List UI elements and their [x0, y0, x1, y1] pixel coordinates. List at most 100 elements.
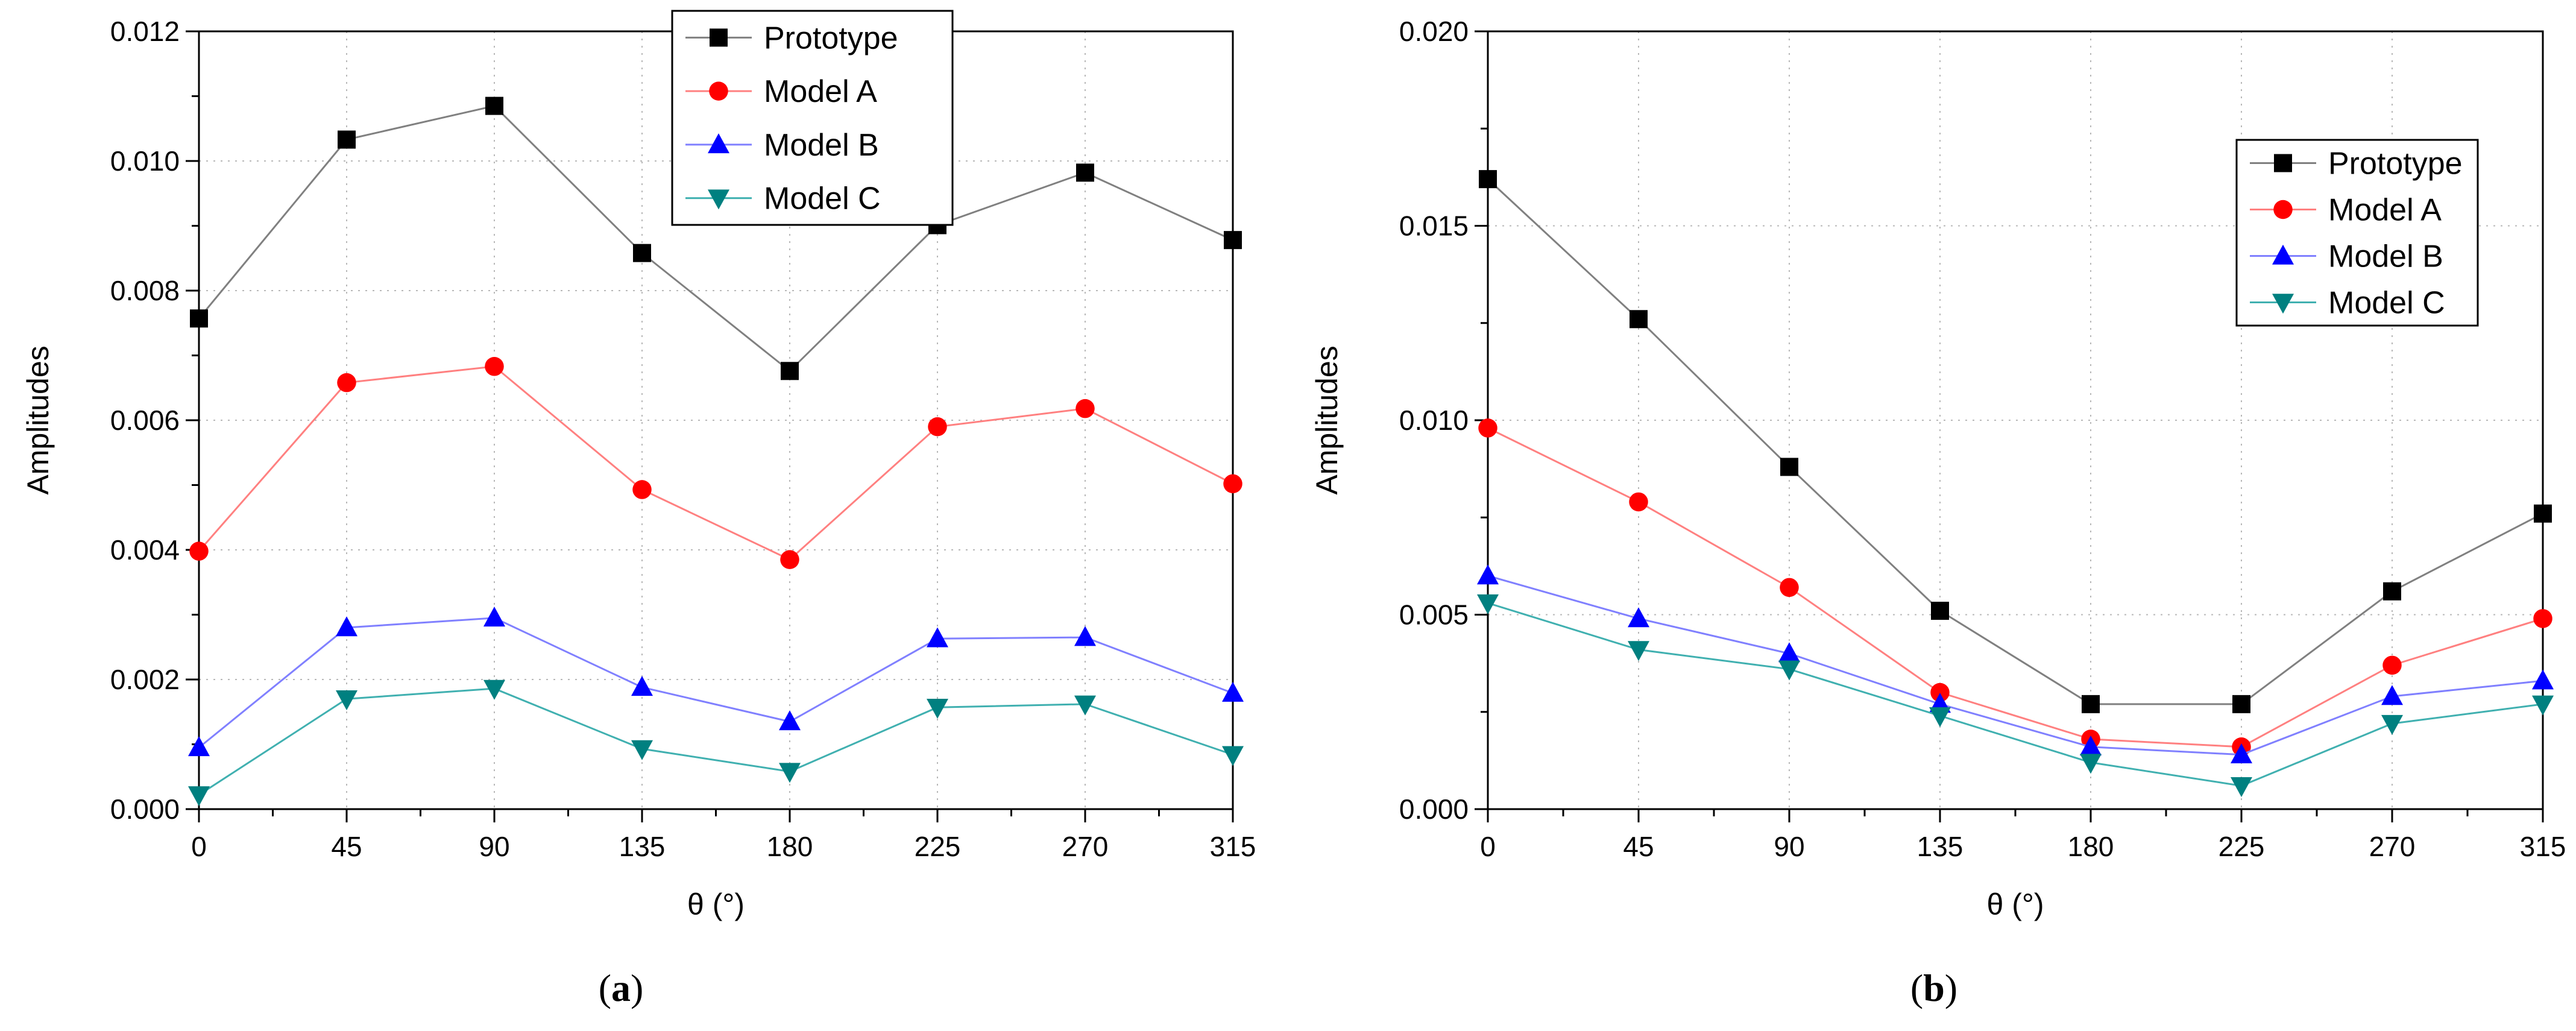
data-point: [780, 550, 799, 569]
legend-marker: [2272, 294, 2294, 314]
data-point: [1074, 626, 1096, 646]
series-line: [198, 104, 1233, 373]
data-point: [483, 607, 505, 627]
data-point: [633, 244, 651, 262]
series-model-b: [188, 607, 1244, 757]
data-point: [2232, 695, 2250, 713]
data-point: [338, 130, 356, 149]
data-point: [1076, 163, 1094, 182]
x-tick-label: 315: [1210, 831, 1256, 862]
y-tick-label: 0.020: [1399, 16, 1469, 47]
x-tick-label: 135: [1917, 831, 1963, 862]
data-point: [1478, 418, 1497, 438]
chart-panel-a: 0 45 90 135 180 225 270 315 0.000 0.002 0.004 0.006…: [21, 10, 1256, 1009]
series-prototype: [190, 96, 1242, 380]
data-point: [781, 362, 799, 380]
data-point: [2381, 714, 2403, 735]
data-point: [485, 96, 503, 115]
series-model-a: [1478, 418, 2552, 757]
data-point: [928, 417, 947, 437]
data-point: [189, 541, 209, 561]
data-point: [631, 676, 653, 696]
data-point: [1223, 474, 1242, 494]
legend: Prototype Model A Model B Model C: [671, 10, 954, 226]
x-tick-label: 45: [1623, 831, 1654, 862]
data-point: [1628, 607, 1649, 628]
data-point: [1477, 564, 1499, 585]
data-point: [1778, 642, 1800, 663]
data-point: [1477, 594, 1499, 614]
x-tick-label: 225: [2219, 831, 2265, 862]
legend-label: Model B: [764, 128, 879, 163]
x-tick-label: 315: [2520, 831, 2566, 862]
data-point: [1074, 695, 1096, 716]
x-tick-label: 90: [1774, 831, 1804, 862]
data-point: [1630, 310, 1648, 329]
data-point: [2080, 754, 2102, 774]
legend-label: Model B: [2328, 239, 2443, 274]
data-point: [1224, 231, 1242, 250]
x-tick-label: 90: [479, 831, 509, 862]
series-line: [1487, 178, 2543, 705]
x-tick-label: 0: [191, 831, 207, 862]
legend-marker: [708, 189, 729, 210]
y-axis-title: Amplitudes: [21, 345, 55, 494]
legend-marker: [2274, 154, 2292, 172]
x-axis-title: θ (°): [1987, 888, 2044, 921]
x-tick-label: 180: [767, 831, 813, 862]
panel-caption: (a): [599, 966, 644, 1009]
data-point: [1479, 170, 1497, 189]
data-point: [1629, 492, 1648, 512]
y-tick-label: 0.015: [1399, 210, 1469, 242]
legend-label: Model C: [764, 181, 881, 216]
series-prototype: [1479, 170, 2552, 713]
series-line: [1487, 602, 2543, 787]
series-line: [198, 687, 1233, 796]
data-point: [2383, 582, 2401, 601]
data-point: [336, 690, 357, 710]
series-line: [198, 617, 1233, 749]
data-point: [1628, 641, 1649, 661]
data-point: [2080, 736, 2102, 756]
data-point: [485, 357, 504, 376]
data-point: [1222, 681, 1244, 702]
data-point: [1780, 458, 1798, 476]
x-axis-title: θ (°): [687, 888, 745, 921]
data-point: [190, 309, 208, 328]
panel-caption: (b): [1910, 966, 1957, 1009]
data-point: [1780, 578, 1799, 597]
caption-close: ): [631, 966, 643, 1009]
data-point: [188, 786, 210, 807]
series-model-c: [188, 679, 1244, 807]
data-point: [1930, 683, 1950, 702]
data-point: [1929, 707, 1951, 727]
caption-open: (: [599, 966, 611, 1009]
legend-item: Prototype: [685, 20, 898, 55]
data-point: [2532, 669, 2554, 690]
legend-label: Model C: [2328, 286, 2445, 321]
data-point: [2534, 504, 2552, 523]
legend-item: Model C: [2250, 286, 2445, 321]
caption-letter: b: [1923, 966, 1945, 1009]
caption-close: ): [1945, 966, 1957, 1009]
legend-marker: [709, 81, 728, 101]
y-tick-label: 0.004: [110, 534, 180, 566]
data-point: [336, 616, 357, 637]
data-point: [2231, 743, 2252, 763]
data-point: [632, 480, 652, 499]
legend-item: Model A: [2250, 193, 2442, 228]
data-point: [779, 710, 801, 731]
x-tick-label: 135: [619, 831, 666, 862]
legend-label: Model A: [764, 74, 877, 109]
caption-open: (: [1910, 966, 1923, 1009]
legend-item: Prototype: [2250, 147, 2463, 181]
legend: Prototype Model A Model B Model C: [2235, 139, 2479, 327]
legend-marker: [710, 28, 728, 47]
legend-marker: [2272, 244, 2294, 265]
data-point: [2382, 655, 2402, 675]
data-point: [2381, 685, 2403, 705]
x-tick-label: 180: [2068, 831, 2114, 862]
legend-marker: [2273, 200, 2293, 219]
x-tick-label: 270: [1062, 831, 1109, 862]
legend-marker: [708, 133, 729, 154]
